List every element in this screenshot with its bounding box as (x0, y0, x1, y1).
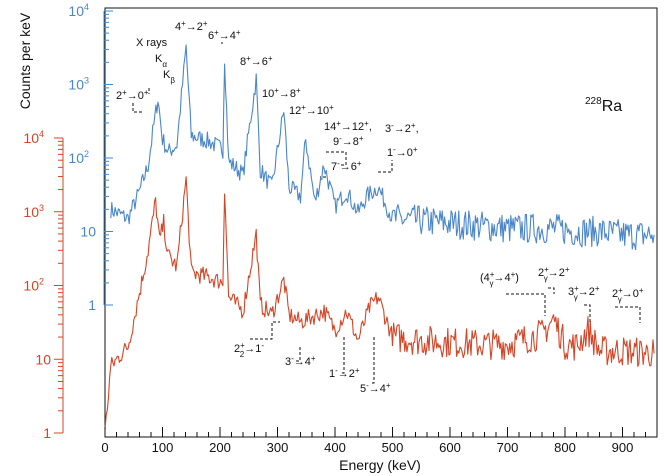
x-tick-label: 400 (324, 440, 346, 455)
x-tick-label: 900 (612, 440, 634, 455)
y-tick-label-red: 10 (35, 351, 51, 367)
x-tick-label: 500 (382, 440, 404, 455)
spectrum-series (104, 44, 655, 430)
peak-label-red: 2+ γ→2+ (538, 265, 570, 283)
leader-line (584, 304, 591, 323)
y-tick-exponent: 3 (39, 203, 44, 213)
y-axis-label: Counts per keV (17, 12, 33, 109)
leader-line (250, 321, 280, 340)
peak-label-blue: 2+→0+ (116, 88, 149, 103)
peak-label-red: 2+ 2→1- (234, 341, 264, 359)
x-tick-label: 300 (267, 440, 289, 455)
y-tick-exponent: 4 (39, 129, 44, 139)
axes: 0 100 200 300 400 500 600 700 800 900110102103104… (23, 2, 658, 455)
x-tick-label: 600 (439, 440, 461, 455)
peak-label-blue: Kα (155, 53, 167, 69)
isotope-symbol: Ra (602, 98, 623, 115)
peak-label-blue: 6+→4+ (208, 28, 241, 43)
isotope-mass: 228 (585, 96, 602, 107)
x-tick-label: 0 (101, 440, 108, 455)
peak-label-red: 3-→4+ (285, 354, 316, 369)
y-tick-label-blue: 102 (68, 149, 89, 166)
peak-label-blue: 9-→8+ (333, 134, 364, 149)
leader-line (548, 287, 555, 294)
peak-label-blue: Kβ (163, 69, 175, 85)
x-tick-label: 100 (152, 440, 174, 455)
peak-label-red: 5-→4+ (360, 381, 391, 396)
leader-line (326, 151, 347, 166)
series-line-red (104, 176, 655, 430)
series-line-blue (110, 44, 655, 251)
leader-line (296, 346, 301, 362)
y-tick-label-blue: 104 (68, 2, 89, 19)
y-tick-label-red: 104 (23, 129, 44, 146)
isotope-label: 228Ra (585, 96, 622, 115)
y-tick-label-red: 102 (23, 277, 44, 294)
leader-line (342, 336, 345, 374)
peak-label-blue: 14+→12+, (324, 119, 372, 134)
peak-label-blue: 4+→2+ (175, 19, 208, 34)
peak-label-red: 2+ γ→0+ (612, 286, 644, 304)
peak-label-blue: 10+→8+ (262, 86, 301, 101)
y-tick-label-blue: 1 (88, 297, 96, 313)
peak-label-blue: X rays (136, 37, 168, 49)
peak-label-blue: 12+→10+ (289, 103, 334, 118)
x-axis-label: Energy (keV) (339, 457, 421, 473)
leader-line (132, 103, 143, 113)
leader-line (615, 306, 641, 323)
y-tick-exponent: 2 (39, 277, 44, 287)
y-tick-exponent: 3 (84, 76, 89, 86)
y-tick-label-blue: 10 (80, 224, 96, 240)
leader-line (506, 293, 546, 316)
x-tick-label: 800 (554, 440, 576, 455)
peak-label-blue: 8+→6+ (240, 54, 273, 69)
leader-line (378, 160, 393, 173)
y-tick-exponent: 4 (84, 2, 89, 12)
x-tick-label: 700 (497, 440, 519, 455)
y-tick-label-red: 103 (23, 203, 44, 220)
peak-label-blue: 3-→2+, (385, 121, 419, 136)
peak-label-red: 3+ γ→2+ (568, 284, 600, 302)
y-tick-exponent: 2 (84, 149, 89, 159)
y-tick-label-blue: 103 (68, 76, 89, 93)
x-tick-label: 200 (209, 440, 231, 455)
peak-label-blue: 7-→6+ (331, 159, 362, 174)
peak-label-blue: 1-→0+ (387, 145, 418, 160)
leader-line (372, 337, 375, 384)
y-tick-label-red: 1 (43, 425, 51, 441)
peak-label-red: (4+ γ→4+) (480, 270, 519, 288)
